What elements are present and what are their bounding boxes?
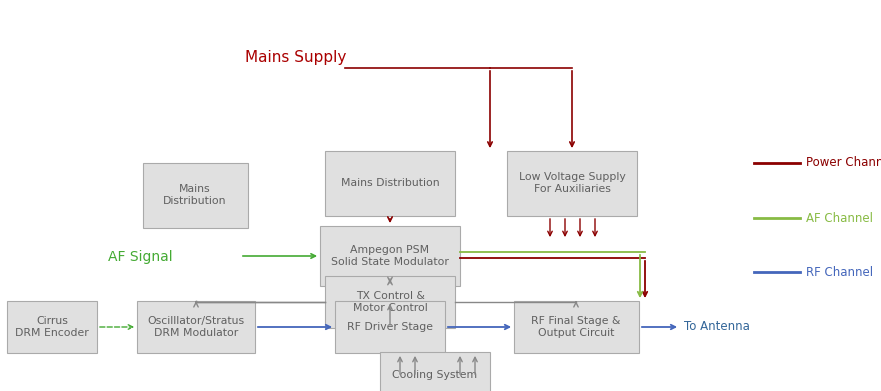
FancyBboxPatch shape <box>325 151 455 215</box>
FancyBboxPatch shape <box>137 301 255 353</box>
Text: Power Channel: Power Channel <box>806 156 881 170</box>
Text: Mains Distribution: Mains Distribution <box>341 178 440 188</box>
Text: Cooling System: Cooling System <box>392 370 478 380</box>
FancyBboxPatch shape <box>507 151 637 215</box>
FancyBboxPatch shape <box>514 301 639 353</box>
Text: Mains Supply: Mains Supply <box>245 50 346 65</box>
Text: Low Voltage Supply
For Auxiliaries: Low Voltage Supply For Auxiliaries <box>519 172 626 194</box>
Text: AF Channel: AF Channel <box>806 212 873 224</box>
Text: Mains
Distribution: Mains Distribution <box>163 184 226 206</box>
FancyBboxPatch shape <box>325 276 455 328</box>
FancyBboxPatch shape <box>320 226 460 286</box>
Text: Cirrus
DRM Encoder: Cirrus DRM Encoder <box>15 316 89 338</box>
Text: TX Control &
Motor Control: TX Control & Motor Control <box>352 291 427 313</box>
Text: Ampegon PSM
Solid State Modulator: Ampegon PSM Solid State Modulator <box>331 245 449 267</box>
FancyBboxPatch shape <box>380 352 490 391</box>
Text: RF Driver Stage: RF Driver Stage <box>347 322 433 332</box>
Text: To Antenna: To Antenna <box>684 321 750 334</box>
Text: AF Signal: AF Signal <box>108 250 173 264</box>
FancyBboxPatch shape <box>335 301 445 353</box>
Text: RF Final Stage &
Output Circuit: RF Final Stage & Output Circuit <box>531 316 621 338</box>
FancyBboxPatch shape <box>7 301 97 353</box>
Text: Oscilllator/Stratus
DRM Modulator: Oscilllator/Stratus DRM Modulator <box>147 316 245 338</box>
FancyBboxPatch shape <box>143 163 248 228</box>
Text: RF Channel: RF Channel <box>806 265 873 278</box>
